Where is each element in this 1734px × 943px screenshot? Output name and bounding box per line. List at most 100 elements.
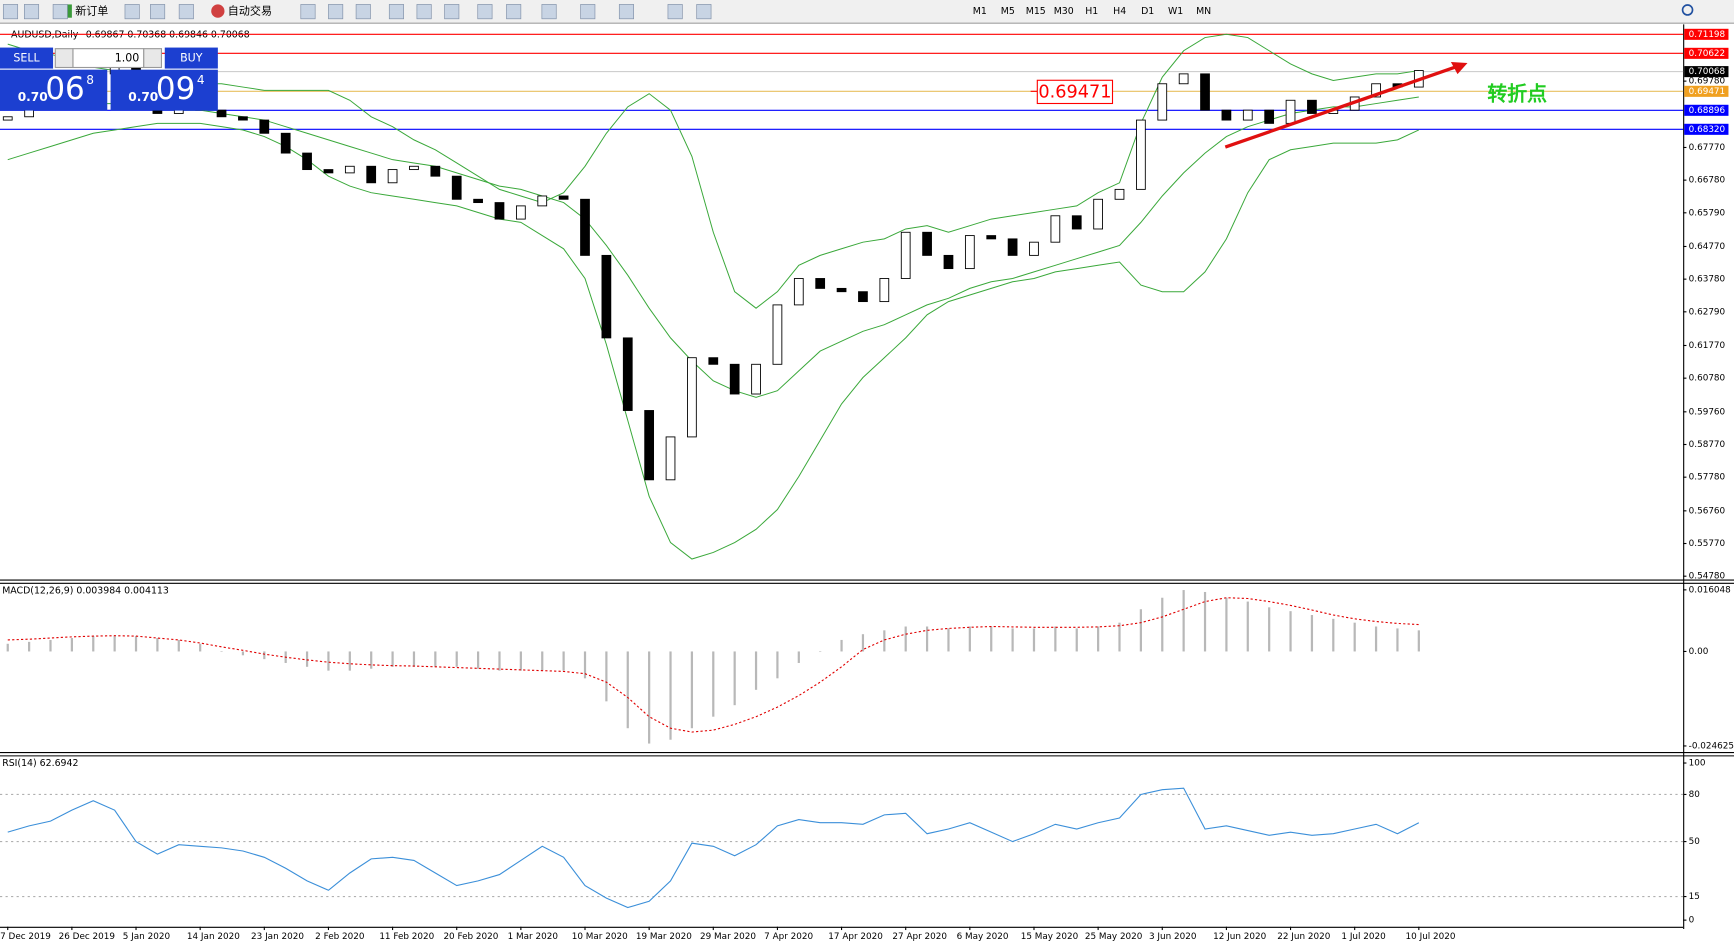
candle-body (922, 231, 932, 256)
level-label: 0.69471 (1689, 87, 1726, 97)
toolbar-icon[interactable] (150, 4, 166, 20)
y-tick-label: 0.016048 (1689, 585, 1732, 595)
candle-body (238, 116, 248, 121)
x-tick-label: 7 Apr 2020 (764, 932, 813, 942)
macd-bar (605, 651, 608, 702)
macd-signal (7, 597, 1419, 733)
candle-body (259, 119, 270, 134)
macd-bar (840, 639, 843, 652)
trend-arrow (1224, 61, 1468, 149)
arrow-head (1450, 61, 1468, 75)
timeframe-button[interactable]: H4 (1113, 6, 1126, 17)
lots-up[interactable] (143, 48, 163, 69)
sell-label[interactable]: SELL (13, 52, 40, 65)
timeframe-button[interactable]: M15 (1026, 6, 1046, 17)
candle-body (451, 175, 462, 200)
candle-body (1285, 99, 1296, 124)
macd-bar (904, 626, 907, 652)
candle-body (815, 278, 826, 289)
toolbar-icon[interactable] (477, 4, 493, 20)
auto-trading-button[interactable]: 自动交易 (228, 4, 272, 18)
candle-body (836, 287, 847, 293)
x-tick-label: 17 Apr 2020 (828, 932, 883, 942)
candle-body (687, 357, 697, 438)
timeframe-button[interactable]: MN (1196, 6, 1211, 17)
buy-button[interactable] (164, 47, 218, 69)
macd-bar (305, 651, 309, 667)
timeframe-button[interactable]: M5 (1001, 6, 1015, 17)
candle-body (580, 198, 590, 256)
macd-bar (28, 641, 31, 652)
trend-line (1224, 64, 1459, 149)
macd-bar (883, 630, 886, 652)
toolbar-icon[interactable] (696, 4, 712, 20)
toolbar-icon[interactable] (618, 4, 634, 20)
ask-box[interactable] (110, 69, 218, 111)
x-tick-label: 19 Mar 2020 (636, 932, 692, 942)
toolbar-icon[interactable] (580, 4, 596, 20)
sell-button[interactable] (0, 47, 54, 69)
toolbar-icon[interactable] (2, 4, 19, 20)
toolbar-icon[interactable] (541, 4, 557, 20)
candle-body (751, 363, 761, 395)
candle-body (1071, 215, 1082, 230)
ask-prefix: 0.70 (128, 90, 158, 104)
toolbar-icon[interactable] (388, 4, 404, 20)
candle-body (858, 291, 868, 303)
macd-bar (541, 651, 544, 671)
auto-trading-icon[interactable] (211, 4, 225, 18)
macd-bar (925, 626, 929, 652)
new-order-button[interactable]: 新订单 (75, 4, 108, 18)
macd-bar (6, 643, 9, 652)
lots-down[interactable] (54, 48, 74, 69)
y-tick-label: 0.61770 (1689, 341, 1726, 351)
timeframe-button[interactable]: W1 (1168, 6, 1183, 17)
toolbar-icon[interactable] (667, 4, 683, 20)
macd-bar (455, 651, 458, 667)
timeframe-button[interactable]: M30 (1054, 6, 1074, 17)
candle-body (1200, 73, 1210, 111)
search-icon[interactable] (1681, 4, 1694, 16)
candle-body (494, 202, 505, 220)
macd-bar (1396, 628, 1399, 652)
candle-body (280, 132, 291, 154)
candle-body (430, 165, 441, 177)
toolbar-icon[interactable] (355, 4, 371, 20)
x-tick-label: 15 May 2020 (1021, 932, 1079, 942)
macd-bar (669, 651, 672, 740)
macd-bar (113, 636, 116, 652)
macd-bar (583, 651, 587, 679)
macd-bar (1374, 626, 1378, 652)
candle-body (1050, 215, 1061, 243)
toolbar-icon[interactable] (300, 4, 316, 20)
macd-bar (1182, 590, 1185, 652)
timeframe-button[interactable]: H1 (1085, 6, 1098, 17)
macd-bar (1310, 614, 1314, 652)
level-label-box (1684, 85, 1729, 97)
macd-bar (1032, 628, 1036, 652)
macd-bar (990, 626, 993, 652)
candle-body (708, 357, 719, 365)
macd-bar (968, 626, 971, 652)
timeframe-button[interactable]: D1 (1141, 6, 1154, 17)
toolbar-icon[interactable] (124, 4, 140, 20)
toolbar-icon[interactable] (328, 4, 344, 20)
x-tick-label: 14 Jan 2020 (187, 932, 240, 942)
toolbar-icon[interactable] (506, 4, 522, 20)
buy-label[interactable]: BUY (180, 52, 203, 65)
lots-value[interactable]: 1.00 (115, 52, 140, 65)
toolbar-icon[interactable] (52, 4, 68, 20)
toolbar-icon[interactable] (23, 4, 40, 20)
toolbar-icon[interactable] (444, 4, 460, 20)
macd-bar (263, 651, 266, 660)
candle-body (216, 109, 227, 118)
candle-body (366, 165, 377, 184)
timeframe-button[interactable]: M1 (973, 6, 987, 17)
toolbar-icon[interactable] (416, 4, 432, 20)
candle-body (665, 436, 676, 481)
macd-bar (434, 651, 437, 667)
macd-bar (1332, 618, 1335, 652)
toolbar-icon[interactable] (178, 4, 194, 20)
bid-box[interactable] (0, 69, 108, 111)
bid-prefix: 0.70 (18, 90, 48, 104)
